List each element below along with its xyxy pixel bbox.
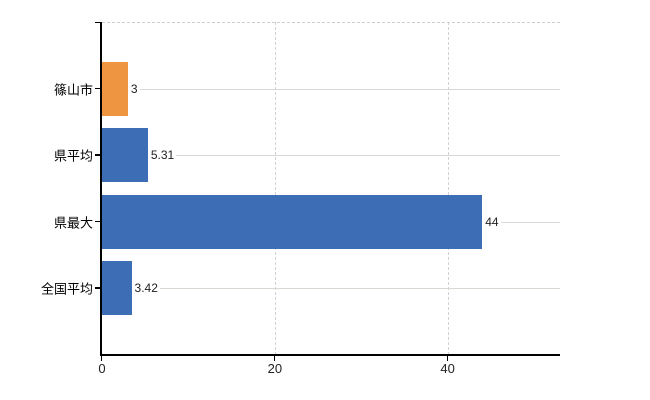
gridline-horizontal: [102, 88, 560, 90]
x-tick-mark: [273, 356, 276, 361]
value-label: 44: [482, 214, 501, 229]
x-tick-label: 0: [98, 361, 106, 376]
value-label: 5.31: [147, 148, 177, 163]
x-tick-label: 40: [440, 361, 455, 376]
gridline-vertical: [447, 22, 449, 355]
x-tick-mark: [446, 356, 449, 361]
plot-area: 3 5.31 44 3.42: [95, 22, 560, 361]
gridline-horizontal: [102, 155, 560, 157]
x-tick-label: 20: [267, 361, 283, 376]
category-label: 篠山市: [53, 82, 93, 98]
plot-top-border: [102, 22, 560, 23]
y-tick-mark: [95, 22, 100, 24]
category-label: 県最大: [53, 215, 93, 231]
bar-県平均: [102, 128, 148, 183]
category-label: 全国平均: [40, 281, 93, 297]
gridline-vertical: [274, 22, 276, 355]
value-label: 3.42: [131, 281, 160, 296]
bar-県最大: [102, 194, 483, 249]
y-tick-mark: [95, 87, 100, 89]
x-tick-mark: [101, 356, 103, 361]
y-tick-mark: [95, 220, 100, 223]
y-tick-mark: [95, 287, 100, 289]
y-tick-mark: [95, 154, 100, 156]
y-axis-line: [100, 22, 102, 355]
bar-全国平均: [102, 261, 132, 316]
bar-篠山市: [102, 61, 128, 116]
gridline-horizontal: [102, 288, 560, 290]
value-label: 3: [127, 81, 140, 96]
x-axis-line: [100, 354, 560, 356]
category-label: 県平均: [53, 148, 93, 164]
